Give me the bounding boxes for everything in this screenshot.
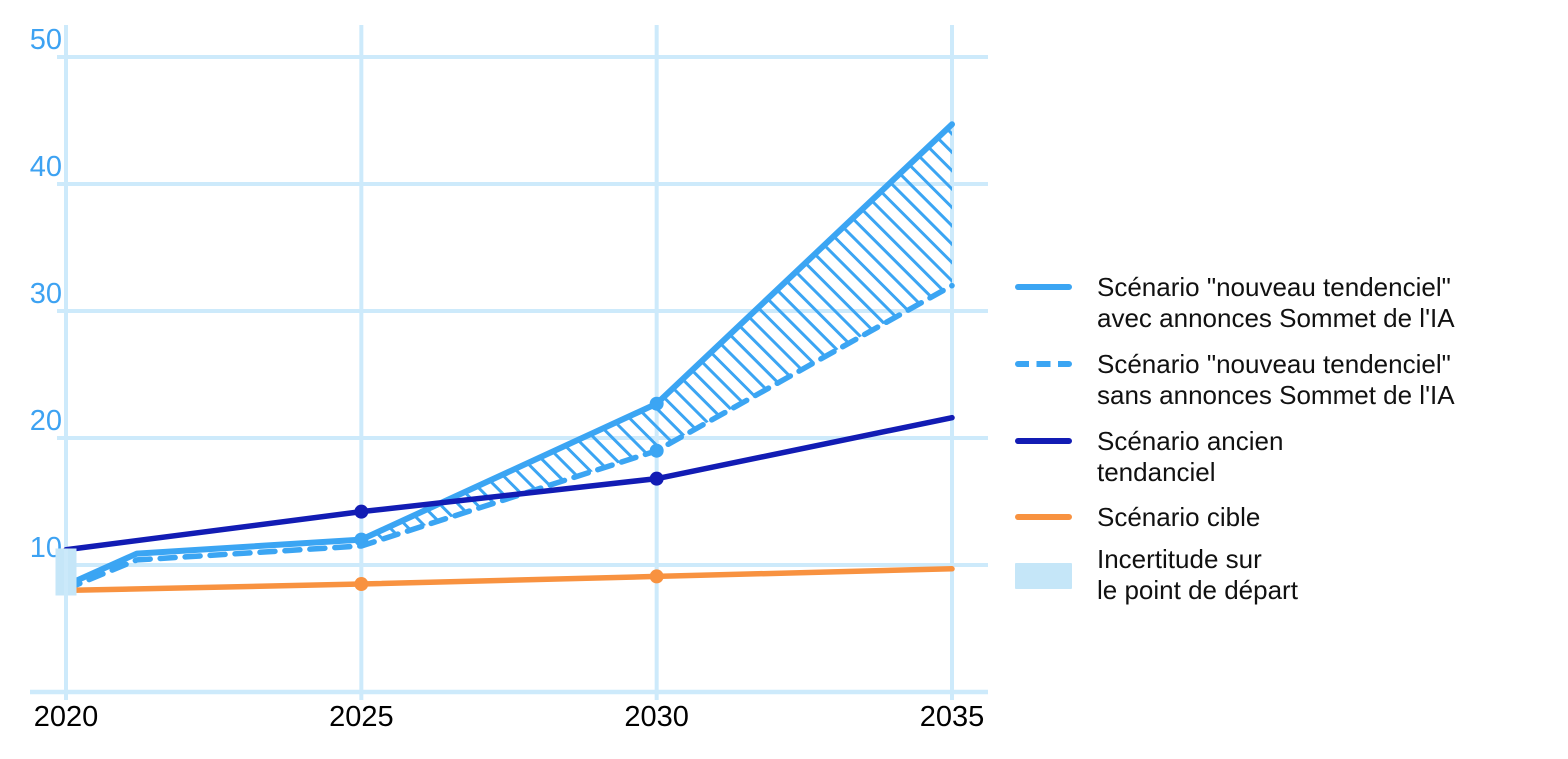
legend-label-line: Scénario "nouveau tendenciel" xyxy=(1097,272,1451,302)
legend-label-nouveau-avec: Scénario "nouveau tendenciel" avec annon… xyxy=(1097,272,1455,334)
data-point-marker xyxy=(649,471,664,486)
legend-label-cible: Scénario cible xyxy=(1097,502,1260,533)
legend-item-cible: Scénario cible xyxy=(1015,502,1260,533)
x-tick-label: 2020 xyxy=(34,701,99,733)
series-line xyxy=(63,414,955,553)
legend-swatch-solid-light-blue-line xyxy=(1015,284,1072,290)
series-3 xyxy=(63,566,955,594)
legend-label-nouveau-sans: Scénario "nouveau tendenciel" sans annon… xyxy=(1097,349,1455,411)
series-2 xyxy=(63,414,955,553)
y-tick-label: 20 xyxy=(30,405,62,437)
series-0 xyxy=(63,121,955,589)
legend-label-line: Scénario "nouveau tendenciel" xyxy=(1097,349,1451,379)
legend-item-nouveau-sans: Scénario "nouveau tendenciel" sans annon… xyxy=(1015,349,1455,411)
series-line xyxy=(63,282,955,592)
legend-swatch-dashed-light-blue-line xyxy=(1015,361,1072,367)
legend-label-line: avec annonces Sommet de l'IA xyxy=(1097,303,1455,333)
data-point-marker xyxy=(649,569,664,584)
legend-label-line: le point de départ xyxy=(1097,575,1298,605)
legend-label-line: Scénario cible xyxy=(1097,502,1261,532)
x-tick-label: 2030 xyxy=(624,701,689,733)
data-point-marker xyxy=(649,443,664,458)
legend-item-incertitude: Incertitude sur le point de départ xyxy=(1015,544,1298,606)
legend-swatch-orange-line xyxy=(1015,514,1072,520)
legend-label-line: Scénario ancien xyxy=(1097,426,1284,456)
legend-label-incertitude: Incertitude sur le point de départ xyxy=(1097,544,1298,606)
data-point-marker xyxy=(354,504,369,519)
legend-label-ancien-tendanciel: Scénario ancien tendanciel xyxy=(1097,426,1283,488)
legend-swatch-navy-line xyxy=(1015,438,1072,444)
y-tick-label: 40 xyxy=(30,151,62,183)
series-line xyxy=(63,566,955,594)
legend-label-line: Incertitude sur xyxy=(1097,544,1262,574)
data-point-marker xyxy=(354,577,369,592)
uncertainty-hatched-band xyxy=(361,124,952,546)
legend-label-line: sans annonces Sommet de l'IA xyxy=(1097,380,1455,410)
legend-item-nouveau-avec: Scénario "nouveau tendenciel" avec annon… xyxy=(1015,272,1455,334)
x-tick-label: 2035 xyxy=(920,701,985,733)
y-tick-label: 30 xyxy=(30,278,62,310)
x-tick-label: 2025 xyxy=(329,701,394,733)
series-1 xyxy=(63,282,955,592)
legend-swatch-uncertainty-rect xyxy=(1015,563,1072,589)
grid-lines xyxy=(30,25,988,700)
data-point-marker xyxy=(649,396,664,411)
y-tick-label: 50 xyxy=(30,24,62,56)
legend-label-line: tendanciel xyxy=(1097,457,1216,487)
legend-item-ancien-tendanciel: Scénario ancien tendanciel xyxy=(1015,426,1283,488)
